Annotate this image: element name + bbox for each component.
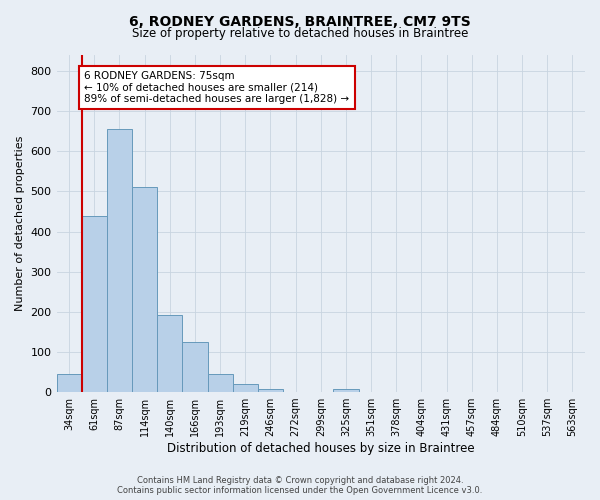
Bar [233,384,258,392]
Text: Size of property relative to detached houses in Braintree: Size of property relative to detached ho… [132,28,468,40]
Bar [182,342,208,392]
Bar [258,389,283,392]
Bar [107,129,132,392]
Bar [132,188,157,392]
Text: Contains HM Land Registry data © Crown copyright and database right 2024.
Contai: Contains HM Land Registry data © Crown c… [118,476,482,495]
Bar [157,314,182,392]
Bar [82,216,107,392]
Text: 6 RODNEY GARDENS: 75sqm
← 10% of detached houses are smaller (214)
89% of semi-d: 6 RODNEY GARDENS: 75sqm ← 10% of detache… [84,71,349,104]
Text: 6, RODNEY GARDENS, BRAINTREE, CM7 9TS: 6, RODNEY GARDENS, BRAINTREE, CM7 9TS [129,15,471,29]
Bar [208,374,233,392]
Y-axis label: Number of detached properties: Number of detached properties [15,136,25,311]
X-axis label: Distribution of detached houses by size in Braintree: Distribution of detached houses by size … [167,442,475,455]
Bar [56,374,82,392]
Bar [334,390,359,392]
